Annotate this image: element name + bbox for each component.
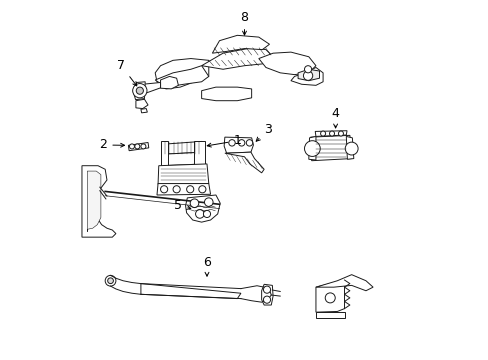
Polygon shape (155, 59, 208, 89)
Circle shape (263, 286, 270, 293)
Circle shape (129, 144, 134, 149)
Circle shape (160, 186, 167, 193)
Polygon shape (224, 137, 253, 153)
Polygon shape (346, 136, 353, 159)
Circle shape (195, 210, 203, 218)
Text: 2: 2 (99, 139, 124, 152)
Circle shape (345, 142, 357, 155)
Circle shape (246, 140, 252, 146)
Polygon shape (160, 76, 178, 89)
Circle shape (304, 66, 311, 73)
Text: 7: 7 (117, 59, 137, 86)
Circle shape (325, 293, 335, 303)
Text: 8: 8 (240, 11, 248, 35)
Polygon shape (160, 141, 167, 184)
Circle shape (105, 275, 116, 286)
Polygon shape (308, 136, 315, 160)
Polygon shape (185, 195, 220, 222)
Polygon shape (298, 69, 319, 81)
Text: 4: 4 (331, 107, 339, 128)
Polygon shape (137, 82, 160, 94)
Circle shape (304, 141, 320, 157)
Polygon shape (290, 67, 323, 85)
Polygon shape (158, 164, 208, 184)
Circle shape (141, 144, 145, 149)
Polygon shape (133, 82, 145, 100)
Text: 6: 6 (203, 256, 210, 276)
Polygon shape (87, 171, 101, 232)
Text: 3: 3 (256, 123, 271, 141)
Circle shape (204, 198, 213, 206)
Circle shape (338, 131, 343, 136)
Text: 1: 1 (207, 134, 241, 147)
Polygon shape (261, 284, 272, 305)
Polygon shape (194, 141, 205, 184)
Circle shape (198, 186, 205, 193)
Polygon shape (141, 284, 241, 298)
Polygon shape (82, 166, 116, 237)
Polygon shape (128, 143, 148, 151)
Circle shape (190, 199, 198, 207)
Polygon shape (212, 35, 269, 53)
Polygon shape (201, 87, 251, 101)
Circle shape (320, 131, 325, 136)
Polygon shape (258, 52, 315, 75)
Circle shape (186, 186, 193, 193)
Polygon shape (157, 184, 210, 195)
Polygon shape (155, 66, 208, 87)
Circle shape (263, 296, 270, 303)
Circle shape (228, 140, 235, 146)
Polygon shape (315, 275, 372, 291)
Circle shape (173, 186, 180, 193)
Polygon shape (141, 109, 147, 113)
Circle shape (203, 210, 210, 217)
Circle shape (107, 278, 113, 284)
Circle shape (303, 71, 312, 80)
Polygon shape (162, 141, 203, 154)
Polygon shape (315, 282, 344, 312)
Circle shape (238, 140, 244, 146)
Polygon shape (315, 131, 346, 136)
Polygon shape (162, 152, 204, 166)
Circle shape (132, 84, 147, 98)
Polygon shape (224, 152, 264, 173)
Polygon shape (310, 135, 351, 161)
Polygon shape (315, 312, 344, 318)
Polygon shape (136, 99, 148, 109)
Circle shape (135, 144, 140, 149)
Polygon shape (201, 48, 272, 69)
Circle shape (329, 131, 334, 136)
Circle shape (136, 87, 143, 94)
Text: 5: 5 (174, 198, 190, 212)
